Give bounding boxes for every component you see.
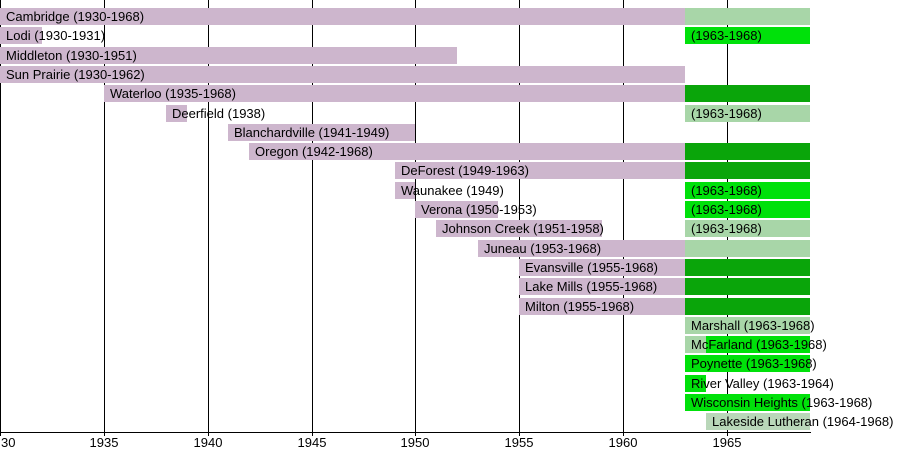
timeline-bar-segment xyxy=(104,85,685,102)
axis-tick-label: 1955 xyxy=(504,435,534,450)
row-label: Waterloo (1935-1968) xyxy=(110,86,236,101)
row-label: Lodi (1930-1931) xyxy=(6,28,106,43)
row-label: Waunakee (1949) xyxy=(401,183,504,198)
axis-tick xyxy=(415,432,416,436)
axis-tick xyxy=(104,432,105,436)
timeline-bar-segment xyxy=(166,105,187,122)
timeline-bar-segment xyxy=(395,162,685,179)
timeline-bar-segment xyxy=(706,336,810,353)
timeline-bar-segment xyxy=(478,240,685,257)
timeline-bar-segment xyxy=(0,27,42,44)
row-annotation: (1963-1968) xyxy=(691,183,762,198)
x-axis-line xyxy=(0,432,811,433)
axis-tick-label: 1950 xyxy=(400,435,430,450)
axis-tick-label: 1945 xyxy=(297,435,327,450)
axis-tick xyxy=(312,432,313,436)
timeline-bar-segment xyxy=(436,220,602,237)
axis-tick xyxy=(519,432,520,436)
row-label: Milton (1955-1968) xyxy=(525,299,635,314)
row-label: Marshall (1963-1968) xyxy=(691,318,815,333)
row-label: Poynette (1963-1968) xyxy=(691,356,817,371)
axis-tick-label: 1940 xyxy=(193,435,223,450)
timeline-bar-segment xyxy=(0,47,457,64)
gridline-1940 xyxy=(208,0,209,432)
timeline-bar-segment xyxy=(685,375,706,392)
row-annotation: (1963-1968) xyxy=(691,28,762,43)
timeline-bar-segment xyxy=(685,355,810,372)
axis-tick xyxy=(0,432,1,436)
row-annotation: (1963-1968) xyxy=(691,202,762,217)
axis-tick xyxy=(623,432,624,436)
row-label: Cambridge (1930-1968) xyxy=(6,9,145,24)
timeline-bar-segment xyxy=(685,220,810,237)
timeline-bar-segment xyxy=(0,66,685,83)
timeline-bar-segment xyxy=(685,317,810,334)
row-label: Sun Prairie (1930-1962) xyxy=(6,67,145,82)
gridline-1930 xyxy=(0,0,1,432)
gridline-1945 xyxy=(312,0,313,432)
timeline-bar-segment xyxy=(685,240,810,257)
timeline-bar-segment xyxy=(228,124,415,141)
timeline-bar-segment xyxy=(685,27,810,44)
row-label: Juneau (1953-1968) xyxy=(484,241,602,256)
row-label: DeForest (1949-1963) xyxy=(401,163,529,178)
timeline-bar-segment xyxy=(519,259,685,276)
row-label: Middleton (1930-1951) xyxy=(6,48,137,63)
row-label: Blanchardville (1941-1949) xyxy=(234,125,390,140)
timeline-bar-segment xyxy=(0,8,685,25)
timeline-bar-segment xyxy=(685,336,706,353)
axis-tick-label: 1935 xyxy=(89,435,119,450)
row-annotation: (1963-1968) xyxy=(691,106,762,121)
timeline-bar-segment xyxy=(685,201,810,218)
row-label: River Valley (1963-1964) xyxy=(691,376,834,391)
row-label: Oregon (1942-1968) xyxy=(255,144,373,159)
timeline-bar-segment xyxy=(519,278,685,295)
timeline-bar-segment xyxy=(685,182,810,199)
row-annotation: (1963-1968) xyxy=(691,221,762,236)
row-label: Wisconsin Heights (1963-1968) xyxy=(691,395,873,410)
row-label: Verona (1950-1953) xyxy=(421,202,537,217)
timeline-bar-segment xyxy=(685,278,810,295)
timeline-bar-segment xyxy=(685,8,810,25)
row-label: McFarland (1963-1968) xyxy=(691,337,827,352)
timeline-bar-segment xyxy=(685,298,810,315)
gridline-1935 xyxy=(104,0,105,432)
row-label: Lakeside Lutheran (1964-1968) xyxy=(712,414,894,429)
gridline-1955 xyxy=(519,0,520,432)
timeline-bar-segment xyxy=(685,394,810,411)
timeline-bar-segment xyxy=(685,85,810,102)
timeline-bar-segment xyxy=(685,143,810,160)
axis-tick-label: 1960 xyxy=(608,435,638,450)
timeline-bar-segment xyxy=(706,413,810,430)
axis-tick-label: 1965 xyxy=(712,435,742,450)
timeline-bar-segment xyxy=(685,259,810,276)
timeline-bar-segment xyxy=(249,143,685,160)
axis-tick xyxy=(208,432,209,436)
row-label: Lake Mills (1955-1968) xyxy=(525,279,658,294)
gridline-1960 xyxy=(623,0,624,432)
row-label: Johnson Creek (1951-1958) xyxy=(442,221,604,236)
timeline-bar-segment xyxy=(519,298,685,315)
timeline-bar-segment xyxy=(685,162,810,179)
row-label: Deerfield (1938) xyxy=(172,106,266,121)
timeline-bar-segment xyxy=(685,105,810,122)
axis-tick xyxy=(727,432,728,436)
row-label: Evansville (1955-1968) xyxy=(525,260,658,275)
timeline-bar-segment xyxy=(395,182,415,199)
axis-tick-label: 30 xyxy=(1,435,16,450)
timeline-bar-segment xyxy=(415,201,498,218)
